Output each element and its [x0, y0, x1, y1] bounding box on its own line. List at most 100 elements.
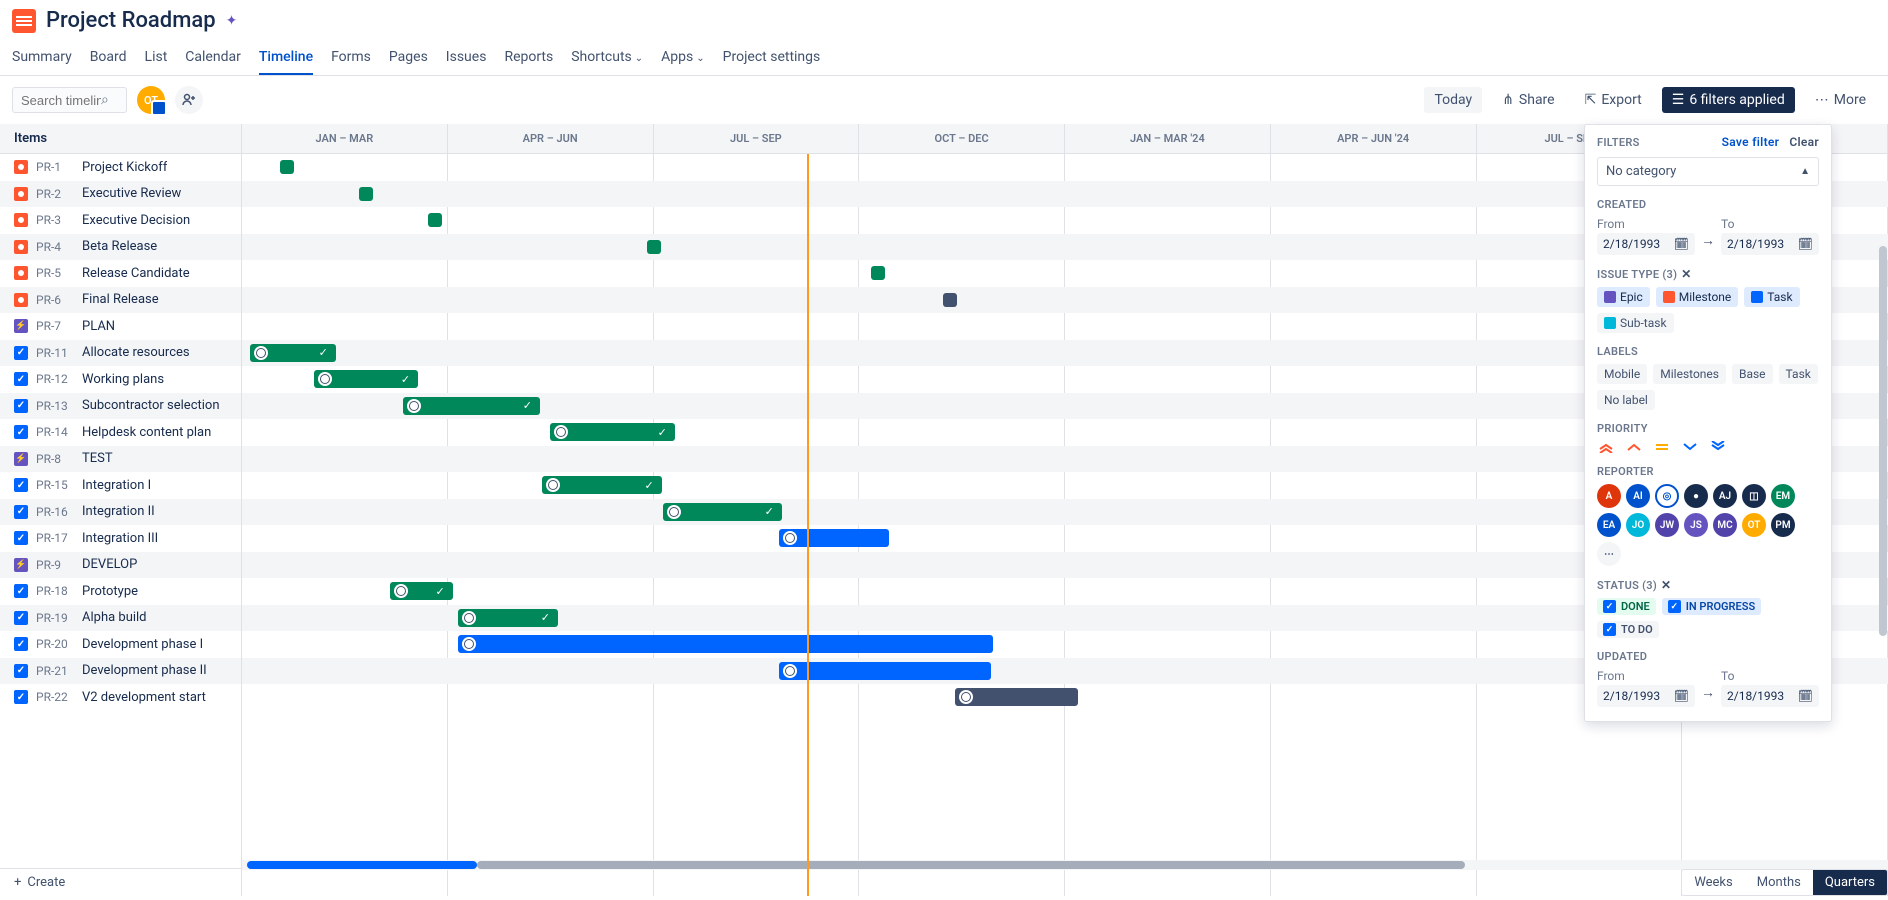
label-chip[interactable]: Mobile: [1597, 364, 1647, 384]
gantt-bar[interactable]: [359, 187, 373, 201]
gantt-bar[interactable]: ✓: [542, 476, 662, 494]
status-chip-done[interactable]: ✓DONE: [1597, 598, 1656, 615]
tab-board[interactable]: Board: [90, 41, 127, 75]
add-people-button[interactable]: [175, 86, 203, 114]
category-select[interactable]: No category▲: [1597, 157, 1819, 186]
clear-filters-link[interactable]: Clear: [1789, 135, 1819, 149]
gantt-bar[interactable]: [779, 529, 889, 547]
issue-type-chip-epic[interactable]: Epic: [1597, 287, 1650, 307]
gantt-bar[interactable]: [943, 293, 957, 307]
reporter-avatar[interactable]: JW: [1655, 513, 1679, 537]
status-chip-in-progress[interactable]: ✓IN PROGRESS: [1662, 598, 1761, 615]
more-button[interactable]: ⋯More: [1805, 87, 1876, 113]
item-row[interactable]: PR-17Integration III: [0, 525, 241, 552]
reporter-avatar[interactable]: AI: [1626, 484, 1650, 508]
label-chip[interactable]: Milestones: [1653, 364, 1726, 384]
vertical-scrollbar[interactable]: [1878, 246, 1888, 896]
priority-highest-icon[interactable]: [1597, 441, 1615, 453]
reporter-avatar[interactable]: ◫: [1742, 484, 1766, 508]
gantt-bar[interactable]: [428, 213, 442, 227]
item-row[interactable]: PR-20Development phase I: [0, 631, 241, 658]
tab-pages[interactable]: Pages: [389, 41, 428, 75]
gantt-bar[interactable]: [779, 662, 991, 680]
search-input[interactable]: [21, 93, 101, 108]
gantt-bar[interactable]: [871, 266, 885, 280]
issue-type-chip-task[interactable]: Task: [1744, 287, 1799, 307]
tab-forms[interactable]: Forms: [331, 41, 371, 75]
issue-type-chip-sub-task[interactable]: Sub-task: [1597, 313, 1674, 333]
filters-applied-button[interactable]: ☰6 filters applied: [1662, 87, 1795, 113]
item-row[interactable]: PR-21Development phase II: [0, 658, 241, 685]
share-button[interactable]: ⋔Share: [1492, 87, 1564, 113]
gantt-bar[interactable]: [955, 688, 1078, 706]
label-chip[interactable]: Base: [1732, 364, 1773, 384]
reporter-avatar[interactable]: A: [1597, 484, 1621, 508]
tab-timeline[interactable]: Timeline: [259, 41, 313, 75]
reporter-avatar[interactable]: AJ: [1713, 484, 1737, 508]
updated-to-input[interactable]: 2/18/1993🗓: [1721, 685, 1819, 707]
created-to-input[interactable]: 2/18/1993🗓: [1721, 233, 1819, 255]
item-row[interactable]: PR-5Release Candidate: [0, 260, 241, 287]
tab-calendar[interactable]: Calendar: [185, 41, 241, 75]
search-box[interactable]: ⌕: [12, 87, 127, 113]
gantt-bar[interactable]: ✓: [390, 582, 453, 600]
status-chip-to-do[interactable]: ✓TO DO: [1597, 621, 1659, 638]
item-row[interactable]: PR-8TEST: [0, 446, 241, 473]
gantt-bar[interactable]: [647, 240, 661, 254]
label-chip[interactable]: Task: [1779, 364, 1818, 384]
item-row[interactable]: PR-15Integration I: [0, 472, 241, 499]
item-row[interactable]: PR-3Executive Decision: [0, 207, 241, 234]
tab-apps[interactable]: Apps⌄: [661, 41, 704, 75]
horizontal-scrollbar[interactable]: [242, 860, 1888, 870]
item-row[interactable]: PR-2Executive Review: [0, 181, 241, 208]
priority-lowest-icon[interactable]: [1709, 441, 1727, 453]
tab-issues[interactable]: Issues: [446, 41, 487, 75]
item-row[interactable]: PR-9DEVELOP: [0, 552, 241, 579]
zoom-months[interactable]: Months: [1745, 870, 1813, 895]
export-button[interactable]: ⇱Export: [1575, 87, 1652, 113]
reporter-avatar[interactable]: JO: [1626, 513, 1650, 537]
item-row[interactable]: PR-16Integration II: [0, 499, 241, 526]
reporter-avatar[interactable]: ◎: [1655, 484, 1679, 508]
reporter-avatar[interactable]: EA: [1597, 513, 1621, 537]
item-row[interactable]: PR-4Beta Release: [0, 234, 241, 261]
gantt-bar[interactable]: ✓: [663, 503, 782, 521]
priority-medium-icon[interactable]: [1653, 441, 1671, 453]
item-row[interactable]: PR-14Helpdesk content plan: [0, 419, 241, 446]
tab-list[interactable]: List: [145, 41, 168, 75]
priority-low-icon[interactable]: [1681, 441, 1699, 453]
reporter-avatar[interactable]: ●: [1684, 484, 1708, 508]
tab-project-settings[interactable]: Project settings: [723, 41, 821, 75]
item-row[interactable]: PR-6Final Release: [0, 287, 241, 314]
gantt-bar[interactable]: ✓: [250, 344, 336, 362]
gantt-bar[interactable]: ✓: [314, 370, 418, 388]
reporter-avatar[interactable]: JS: [1684, 513, 1708, 537]
tab-summary[interactable]: Summary: [12, 41, 72, 75]
item-row[interactable]: PR-1Project Kickoff: [0, 154, 241, 181]
gantt-bar[interactable]: ✓: [458, 609, 558, 627]
user-avatar[interactable]: OT: [137, 86, 165, 114]
tab-reports[interactable]: Reports: [504, 41, 553, 75]
today-button[interactable]: Today: [1424, 87, 1482, 113]
save-filter-link[interactable]: Save filter: [1722, 135, 1780, 149]
create-button[interactable]: +Create: [0, 868, 241, 896]
item-row[interactable]: PR-13Subcontractor selection: [0, 393, 241, 420]
item-row[interactable]: PR-12Working plans: [0, 366, 241, 393]
priority-high-icon[interactable]: [1625, 441, 1643, 453]
item-row[interactable]: PR-7PLAN: [0, 313, 241, 340]
created-from-input[interactable]: 2/18/1993🗓: [1597, 233, 1695, 255]
item-row[interactable]: PR-11Allocate resources: [0, 340, 241, 367]
reporter-avatar[interactable]: EM: [1771, 484, 1795, 508]
tab-shortcuts[interactable]: Shortcuts⌄: [571, 41, 643, 75]
gantt-bar[interactable]: ✓: [550, 423, 675, 441]
reporter-avatar[interactable]: PM: [1771, 513, 1795, 537]
item-row[interactable]: PR-22V2 development start: [0, 684, 241, 711]
zoom-quarters[interactable]: Quarters: [1813, 870, 1887, 895]
issue-type-chip-milestone[interactable]: Milestone: [1656, 287, 1739, 307]
item-row[interactable]: PR-19Alpha build: [0, 605, 241, 632]
clear-status-icon[interactable]: ✕: [1661, 578, 1671, 592]
gantt-bar[interactable]: ✓: [403, 397, 540, 415]
reporter-avatar[interactable]: MC: [1713, 513, 1737, 537]
gantt-bar[interactable]: [458, 635, 993, 653]
clear-issue-type-icon[interactable]: ✕: [1681, 267, 1691, 281]
